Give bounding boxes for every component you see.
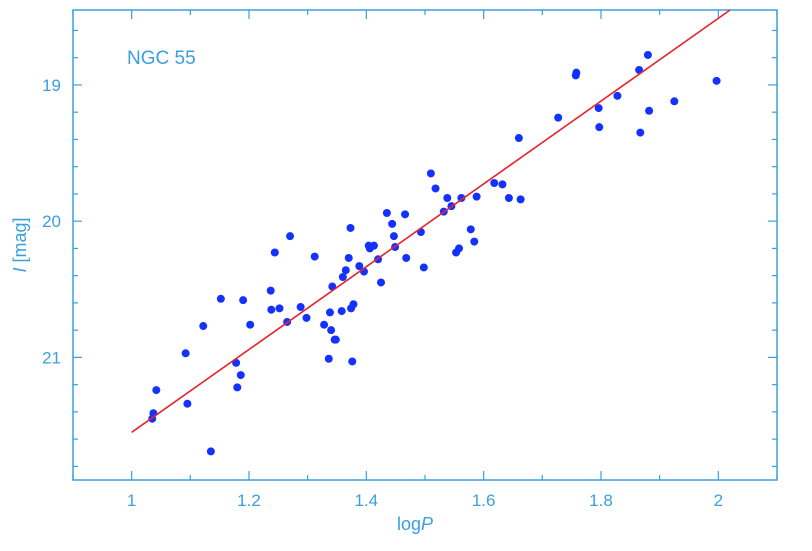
galaxy-label: NGC 55 — [127, 48, 196, 69]
data-point — [645, 106, 654, 115]
data-point — [270, 248, 279, 257]
data-point — [470, 237, 479, 246]
y-tick-label: 20 — [42, 212, 61, 231]
data-point — [344, 253, 353, 262]
data-point — [183, 399, 192, 408]
data-point — [246, 320, 255, 329]
data-point — [636, 128, 645, 137]
data-point — [341, 266, 350, 275]
data-point — [643, 50, 652, 59]
data-point — [516, 195, 525, 204]
plot-frame — [72, 9, 778, 481]
data-point — [327, 326, 336, 335]
data-point — [310, 252, 319, 261]
data-point — [498, 180, 507, 189]
data-point — [349, 300, 358, 309]
data-point — [216, 294, 225, 303]
x-axis-label-log: log — [397, 514, 421, 534]
data-point — [377, 278, 385, 287]
y-tick-label: 19 — [42, 76, 61, 95]
x-axis-label: logP — [397, 514, 433, 534]
data-point — [514, 134, 523, 143]
data-point — [337, 307, 346, 316]
data-point — [490, 179, 499, 188]
data-point — [233, 383, 242, 392]
data-point — [320, 320, 329, 329]
data-point — [267, 305, 276, 314]
data-point — [206, 447, 215, 456]
data-point — [572, 68, 581, 77]
data-point — [382, 208, 391, 217]
data-point — [402, 253, 411, 262]
data-point — [199, 322, 208, 331]
data-point — [594, 104, 603, 113]
x-tick-label: 1.2 — [237, 491, 261, 510]
x-tick-label: 2 — [714, 491, 723, 510]
data-point — [595, 123, 604, 132]
axis-ticks — [72, 10, 778, 480]
data-point — [236, 371, 245, 380]
data-point — [443, 194, 452, 202]
data-point — [275, 304, 284, 313]
data-point — [401, 210, 410, 219]
data-point — [457, 194, 466, 202]
data-point — [331, 335, 340, 344]
data-point — [181, 349, 190, 358]
y-axis-label: I [mag] — [10, 217, 30, 272]
data-point — [613, 91, 622, 100]
data-point — [504, 194, 513, 202]
data-point — [355, 262, 364, 271]
data-point — [389, 232, 398, 241]
data-point — [296, 302, 305, 311]
data-point — [426, 169, 435, 178]
data-point — [239, 296, 248, 305]
data-point — [302, 313, 311, 322]
y-axis-label-unit: [mag] — [10, 217, 30, 267]
x-tick-label: 1.8 — [589, 491, 613, 510]
data-point — [324, 354, 333, 363]
tick-labels: 1 1.2 1.4 1.6 1.8 2 19 20 21 — [42, 76, 723, 510]
data-point — [554, 113, 563, 122]
x-tick-label: 1 — [127, 491, 136, 510]
data-point — [388, 219, 397, 228]
data-point — [455, 244, 464, 253]
fit-line — [131, 9, 731, 433]
data-point — [431, 184, 440, 193]
x-axis-label-variable: P — [421, 514, 433, 534]
data-point — [338, 273, 347, 282]
data-point — [369, 241, 378, 250]
data-point — [670, 97, 679, 106]
data-point — [466, 225, 475, 234]
data-point — [472, 192, 481, 201]
x-tick-label: 1.4 — [355, 491, 379, 510]
data-point — [152, 386, 161, 395]
data-point — [266, 286, 275, 295]
data-point — [346, 223, 355, 232]
data-point — [712, 76, 721, 85]
y-axis-label-variable: I — [10, 268, 30, 273]
data-point — [348, 357, 357, 366]
data-point — [286, 232, 295, 241]
y-tick-label: 21 — [42, 348, 61, 367]
data-point — [419, 263, 428, 272]
x-tick-label: 1.6 — [472, 491, 496, 510]
data-point — [325, 308, 334, 317]
data-points — [148, 50, 721, 456]
